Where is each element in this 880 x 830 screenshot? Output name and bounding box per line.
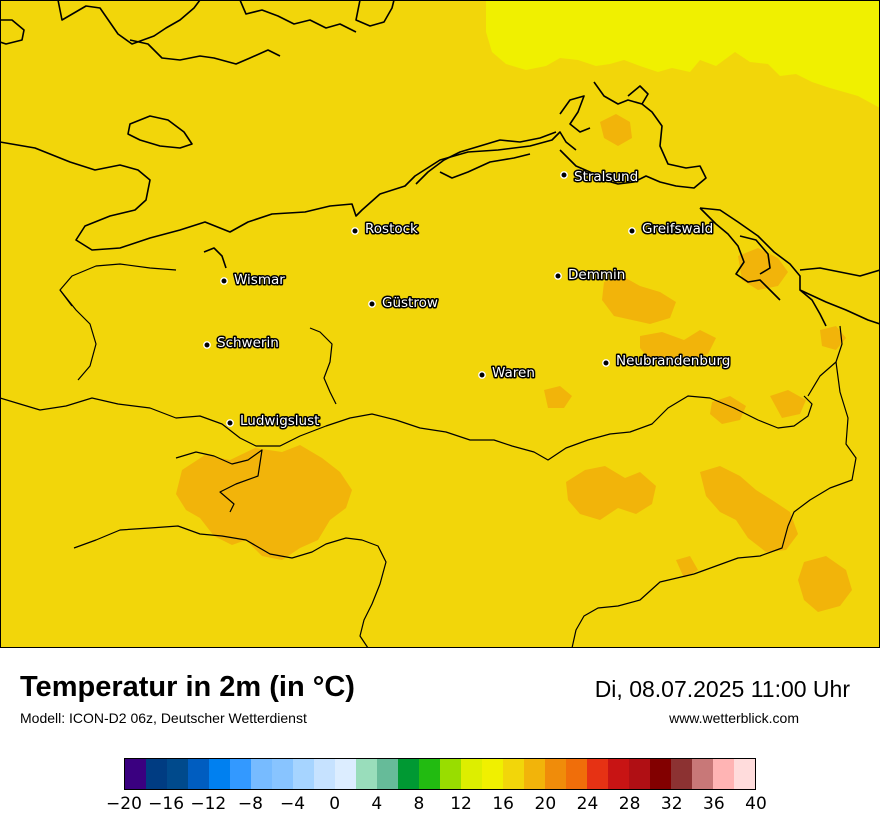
city-marker [554, 272, 562, 280]
city-neubrandenburg: Neubrandenburg [602, 352, 732, 371]
city-marker [220, 277, 228, 285]
legend-swatch [734, 759, 755, 789]
city-label-neubrandenburg: Neubrandenburg [616, 353, 730, 369]
legend-tick-label: −12 [190, 794, 227, 814]
city-label-schwerin: Schwerin [217, 335, 279, 351]
legend-swatch [146, 759, 167, 789]
borders [0, 263, 857, 648]
legend-tick-label: 4 [371, 794, 383, 814]
city-label-ludwigslust: Ludwigslust [240, 413, 319, 429]
legend-tick-label: 0 [329, 794, 341, 814]
legend-swatch [125, 759, 146, 789]
city-marker [226, 419, 234, 427]
map-title: Temperatur in 2m (in °C) [20, 671, 355, 703]
city-label-guestrow: Güstrow [382, 295, 438, 311]
city-rostock: Rostock [351, 220, 420, 239]
city-marker [628, 227, 636, 235]
website-link[interactable]: www.wetterblick.com [669, 710, 799, 726]
city-label-stralsund: Stralsund [574, 169, 638, 185]
city-label-demmin: Demmin [568, 267, 625, 283]
city-marker [203, 341, 211, 349]
legend-swatch [545, 759, 566, 789]
city-label-waren: Waren [492, 365, 535, 381]
legend-swatch [251, 759, 272, 789]
legend-tick-label: −16 [148, 794, 185, 814]
legend-swatch [587, 759, 608, 789]
model-info: Modell: ICON-D2 06z, Deutscher Wetterdie… [20, 710, 307, 726]
legend-swatch [482, 759, 503, 789]
city-ludwigslust: Ludwigslust [226, 412, 321, 431]
legend-tick-label: −4 [280, 794, 306, 814]
legend-tick-label: 32 [660, 794, 683, 814]
legend-swatch [713, 759, 734, 789]
legend-swatch [335, 759, 356, 789]
city-marker [478, 371, 486, 379]
city-label-wismar: Wismar [234, 272, 285, 288]
legend-swatch [566, 759, 587, 789]
legend-swatch [209, 759, 230, 789]
temperature-map: Stralsund Rostock Greifswald Wismar Demm… [0, 0, 880, 648]
legend-tick-label: 28 [618, 794, 641, 814]
legend-swatch [629, 759, 650, 789]
city-marker [368, 300, 376, 308]
legend-swatch [188, 759, 209, 789]
legend-swatch [419, 759, 440, 789]
legend-tick-label: −8 [237, 794, 263, 814]
city-wismar: Wismar [220, 271, 287, 290]
city-marker [351, 227, 359, 235]
legend-tick-label: 40 [745, 794, 767, 814]
legend-swatch [671, 759, 692, 789]
cool-sea-area [486, 0, 880, 108]
legend-swatch [377, 759, 398, 789]
city-label-rostock: Rostock [365, 221, 418, 237]
legend-tick-label: 24 [576, 794, 599, 814]
city-marker [602, 359, 610, 367]
map-background [0, 0, 880, 648]
legend-tick-label: 20 [534, 794, 557, 814]
legend-swatch [692, 759, 713, 789]
warm-patches [176, 114, 852, 612]
city-waren: Waren [478, 364, 536, 383]
legend-swatch [503, 759, 524, 789]
legend-tick-label: 8 [413, 794, 425, 814]
city-marker [560, 171, 568, 179]
legend-swatch [461, 759, 482, 789]
legend-tick-label: 16 [492, 794, 515, 814]
legend-tick-label: −20 [106, 794, 142, 814]
color-legend [124, 758, 756, 790]
legend-swatch [167, 759, 188, 789]
legend-swatch [440, 759, 461, 789]
city-demmin: Demmin [554, 266, 627, 285]
legend-swatch [272, 759, 293, 789]
legend-ticks: −20 −16 −12 −8 −4 0 4 8 12 16 20 24 28 32 36 40 [106, 794, 767, 818]
legend-swatch [398, 759, 419, 789]
legend-swatch [608, 759, 629, 789]
legend-swatch [293, 759, 314, 789]
legend-swatch [230, 759, 251, 789]
city-label-greifswald: Greifswald [642, 221, 713, 237]
legend-tick-label: 12 [450, 794, 472, 814]
legend-swatch [650, 759, 671, 789]
legend-swatch [314, 759, 335, 789]
forecast-datetime: Di, 08.07.2025 11:00 Uhr [594, 676, 850, 702]
legend-swatch [356, 759, 377, 789]
legend-swatch [524, 759, 545, 789]
city-schwerin: Schwerin [203, 334, 280, 353]
city-greifswald: Greifswald [628, 220, 715, 239]
coastlines [0, 0, 880, 327]
city-guestrow: Güstrow [368, 294, 439, 313]
city-stralsund: Stralsund [560, 168, 640, 187]
cities: Stralsund Rostock Greifswald Wismar Demm… [203, 168, 732, 431]
legend-tick-label: 36 [703, 794, 725, 814]
